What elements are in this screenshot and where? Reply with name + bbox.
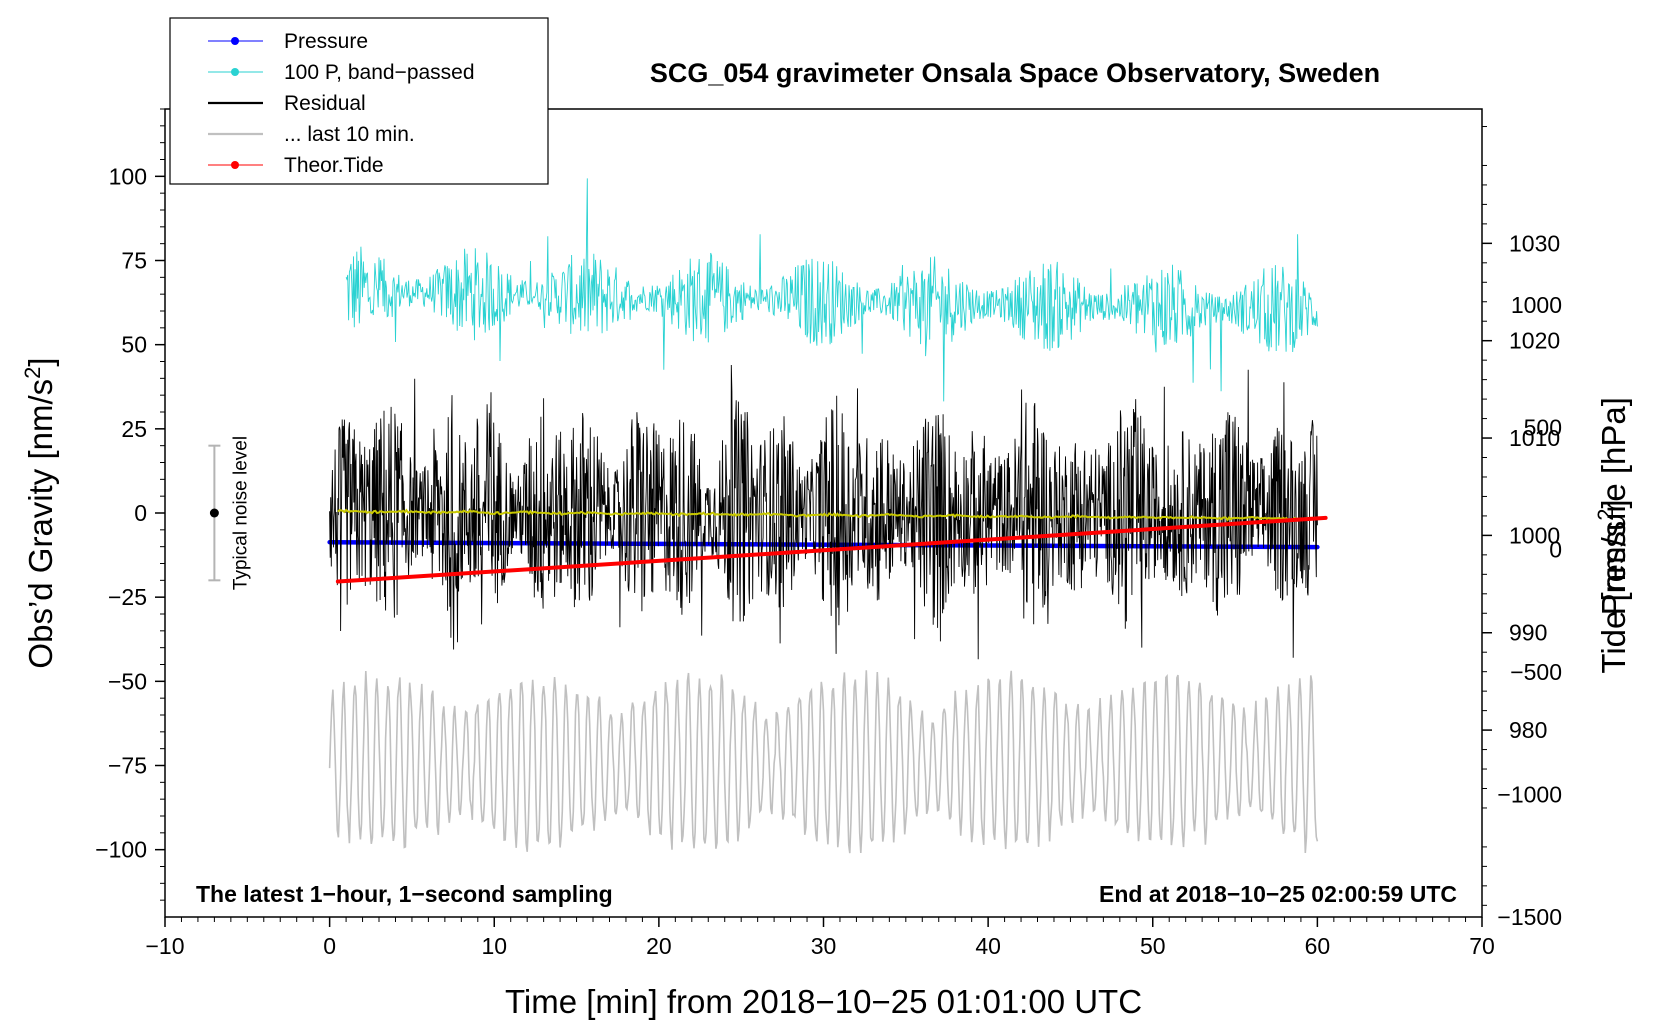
legend-swatch-dot (231, 161, 239, 169)
y-pressure-tick-label: 980 (1509, 717, 1547, 743)
annotation-end-time: End at 2018−10−25 02:00:59 UTC (1099, 881, 1457, 907)
y-tide-tick-label: −1500 (1497, 904, 1562, 930)
y-axis-label-pressure: Pressure [hPa] (1595, 397, 1632, 615)
y-left-tick-label: 100 (109, 163, 147, 189)
y-tide-tick-label: 1000 (1511, 292, 1562, 318)
legend-label: ... last 10 min. (284, 123, 415, 146)
y-left-tick-label: −50 (108, 668, 147, 694)
x-tick-label: 40 (975, 933, 1001, 959)
y-axis-label-left: Obs’d Gravity [nm/s2] (20, 357, 60, 668)
noise-level-indicator: Typical noise level (208, 436, 251, 590)
x-tick-label: −10 (145, 933, 184, 959)
last-10-min-line (328, 670, 1319, 854)
x-tick-label: 60 (1305, 933, 1331, 959)
y-left-tick-label: 25 (121, 416, 147, 442)
band-passed-pressure-line (345, 178, 1318, 402)
legend-label: 100 P, band−passed (284, 61, 475, 84)
legend-swatch-dot (231, 68, 239, 76)
x-axis-label: Time [min] from 2018−10−25 01:01:00 UTC (505, 983, 1142, 1020)
chart-title: SCG_054 gravimeter Onsala Space Observat… (650, 58, 1380, 88)
y-tide-tick-label: −1000 (1497, 782, 1562, 808)
y-tide-tick-label: 500 (1524, 414, 1562, 440)
y-left-tick-label: 50 (121, 332, 147, 358)
y-left-tick-label: 75 (121, 248, 147, 274)
y-pressure-tick-label: 990 (1509, 620, 1547, 646)
legend: Pressure 100 P, band−passed Residual ... la… (169, 17, 549, 185)
y-left-tick-label: −25 (108, 584, 147, 610)
noise-level-label: Typical noise level (230, 436, 251, 590)
y-pressure-tick-label: 1000 (1509, 522, 1560, 548)
legend-label: Residual (284, 92, 366, 115)
legend-box (169, 17, 549, 185)
y-tide-tick-label: −500 (1510, 659, 1562, 685)
x-tick-label: 20 (646, 933, 672, 959)
legend-swatch-dot (231, 37, 239, 45)
x-tick-label: 0 (323, 933, 336, 959)
y-pressure-tick-label: 1020 (1509, 328, 1560, 354)
annotation-sampling: The latest 1−hour, 1−second sampling (196, 881, 613, 907)
x-tick-label: 50 (1140, 933, 1166, 959)
y-pressure-tick-label: 1010 (1509, 425, 1560, 451)
y-pressure-tick-label: 1030 (1509, 230, 1560, 256)
x-tick-label: 10 (481, 933, 507, 959)
y-tide-tick-label: 0 (1549, 537, 1562, 563)
theoretical-tide-line (335, 515, 1328, 584)
noise-bar-dot (209, 508, 219, 518)
residual-line (329, 364, 1318, 660)
x-tick-label: 30 (811, 933, 837, 959)
y-left-tick-label: 0 (134, 500, 147, 526)
y-left-tick-label: −75 (108, 753, 147, 779)
residual-smoothed-line (337, 508, 1318, 522)
legend-label: Theor.Tide (284, 154, 384, 177)
legend-label: Pressure (284, 30, 368, 53)
y-left-tick-label: −100 (95, 837, 147, 863)
x-tick-label: 70 (1469, 933, 1495, 959)
y-axis-label-tide: Tide [nm/s2] (1593, 499, 1633, 673)
